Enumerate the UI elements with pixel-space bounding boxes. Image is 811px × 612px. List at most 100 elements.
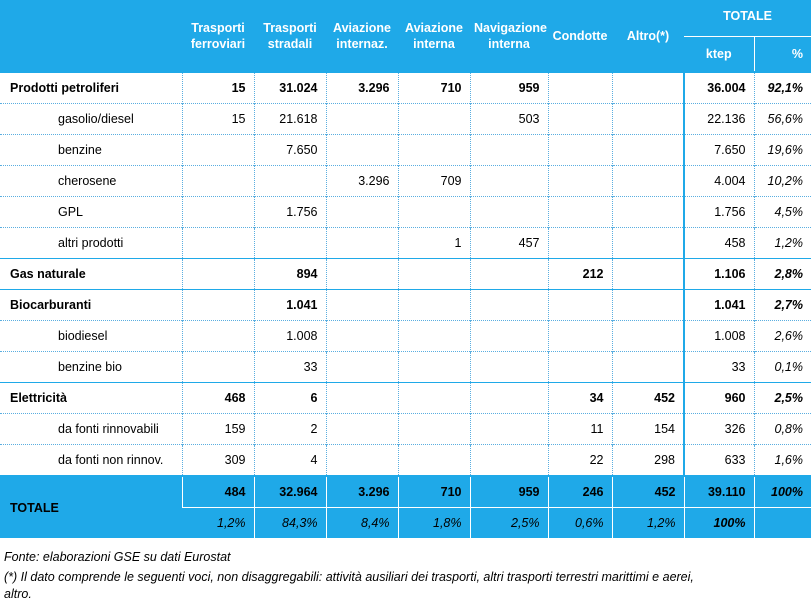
cell-value: [611, 289, 684, 321]
cell-total-pct: 2,7%: [753, 289, 811, 321]
cell-value: [611, 258, 684, 290]
totale-share: 2,5%: [469, 507, 548, 538]
row-label: Prodotti petroliferi: [0, 71, 182, 104]
totale-ktep: 39.110: [683, 476, 754, 508]
col-header-altro: Altro(*): [612, 0, 684, 72]
totale-row: TOTALE 484 32.964 3.296 710 959 246 452 39.110 10…: [0, 476, 811, 538]
cell-value: 3.296: [325, 165, 398, 197]
cell-value: [397, 134, 470, 166]
row-label: da fonti non rinnov.: [0, 444, 182, 476]
totale-label: TOTALE: [0, 476, 182, 538]
cell-total-ktep: 4.004: [683, 165, 754, 197]
cell-value: [611, 165, 684, 197]
cell-value: [397, 351, 470, 383]
cell-total-ktep: 1.041: [683, 289, 754, 321]
cell-value: [611, 196, 684, 228]
cell-value: [547, 289, 612, 321]
cell-value: [325, 320, 398, 352]
cell-value: [469, 134, 548, 166]
totale-share: 1,2%: [611, 507, 684, 538]
table-row-gpl: GPL 1.756 1.756 4,5%: [0, 196, 811, 228]
cell-value: [253, 165, 326, 197]
row-label: Gas naturale: [0, 258, 182, 290]
cell-value: [469, 320, 548, 352]
cell-value: 1.041: [253, 289, 326, 321]
cell-total-pct: 10,2%: [753, 165, 811, 197]
row-label: GPL: [0, 196, 182, 228]
cell-total-ktep: 1.008: [683, 320, 754, 352]
cell-value: 34: [547, 382, 612, 414]
cell-total-ktep: 7.650: [683, 134, 754, 166]
footer-source: Fonte: elaborazioni GSE su dati Eurostat: [4, 550, 231, 564]
col-header-trasporti-ferroviari: Trasporti ferroviari: [182, 0, 254, 72]
cell-value: [325, 351, 398, 383]
col-header-pct: %: [754, 35, 811, 72]
cell-total-pct: 92,1%: [753, 71, 811, 104]
cell-total-ktep: 1.756: [683, 196, 754, 228]
cell-value: [397, 103, 470, 135]
totale-pct: 100%: [753, 476, 811, 508]
cell-total-ktep: 326: [683, 413, 754, 445]
cell-value: 1: [397, 227, 470, 259]
cell-value: [397, 382, 470, 414]
table-row-da-fonti-rinnovabili: da fonti rinnovabili 159 2 11 154 326 0,8%: [0, 413, 811, 445]
cell-total-pct: 0,8%: [753, 413, 811, 445]
cell-total-ktep: 1.106: [683, 258, 754, 290]
totale-value: 32.964: [253, 476, 326, 508]
cell-value: 11: [547, 413, 612, 445]
totale-share: 84,3%: [253, 507, 326, 538]
totale-share-blank: [753, 507, 811, 538]
cell-value: [325, 103, 398, 135]
col-header-navigazione-interna: Navigazione interna: [470, 0, 548, 72]
cell-value: [181, 258, 254, 290]
row-label: cherosene: [0, 165, 182, 197]
cell-value: 15: [181, 71, 254, 104]
cell-value: [611, 320, 684, 352]
cell-value: 7.650: [253, 134, 326, 166]
cell-value: [547, 165, 612, 197]
cell-value: [397, 413, 470, 445]
totale-share-row: 1,2% 84,3% 8,4% 1,8% 2,5% 0,6% 1,2% 100%: [0, 507, 811, 538]
cell-total-ktep: 22.136: [683, 103, 754, 135]
cell-value: 21.618: [253, 103, 326, 135]
cell-value: 1.008: [253, 320, 326, 352]
totale-share: 1,8%: [397, 507, 470, 538]
col-header-trasporti-stradali: Trasporti stradali: [254, 0, 326, 72]
cell-value: [547, 227, 612, 259]
cell-value: 710: [397, 71, 470, 104]
cell-total-ktep: 960: [683, 382, 754, 414]
cell-value: [611, 71, 684, 104]
cell-value: [547, 320, 612, 352]
cell-value: 1.756: [253, 196, 326, 228]
row-label: biodiesel: [0, 320, 182, 352]
row-label: benzine: [0, 134, 182, 166]
cell-value: [547, 71, 612, 104]
cell-value: [325, 413, 398, 445]
cell-value: 22: [547, 444, 612, 476]
cell-value: [469, 444, 548, 476]
col-header-aviazione-internaz: Aviazione internaz.: [326, 0, 398, 72]
cell-value: 457: [469, 227, 548, 259]
cell-value: [325, 289, 398, 321]
row-label: da fonti rinnovabili: [0, 413, 182, 445]
table-row-benzine: benzine 7.650 7.650 19,6%: [0, 134, 811, 166]
cell-value: 212: [547, 258, 612, 290]
cell-value: [325, 227, 398, 259]
table-row-benzine-bio: benzine bio 33 33 0,1%: [0, 351, 811, 383]
table-row-gas-naturale: Gas naturale 894 212 1.106 2,8%: [0, 258, 811, 290]
cell-total-ktep: 458: [683, 227, 754, 259]
cell-value: [181, 134, 254, 166]
col-header-condotte: Condotte: [548, 0, 612, 72]
cell-total-pct: 1,2%: [753, 227, 811, 259]
totale-value: 959: [469, 476, 548, 508]
cell-value: 298: [611, 444, 684, 476]
table-row-gasolio-diesel: gasolio/diesel 15 21.618 503 22.136 56,6%: [0, 103, 811, 135]
cell-value: [181, 320, 254, 352]
table-row-prodotti-petroliferi: Prodotti petroliferi 15 31.024 3.296 710 959 3…: [0, 71, 811, 104]
cell-value: [181, 227, 254, 259]
cell-value: [469, 382, 548, 414]
cell-value: [253, 227, 326, 259]
totale-share: 1,2%: [182, 507, 254, 538]
cell-value: 468: [181, 382, 254, 414]
cell-value: [181, 196, 254, 228]
